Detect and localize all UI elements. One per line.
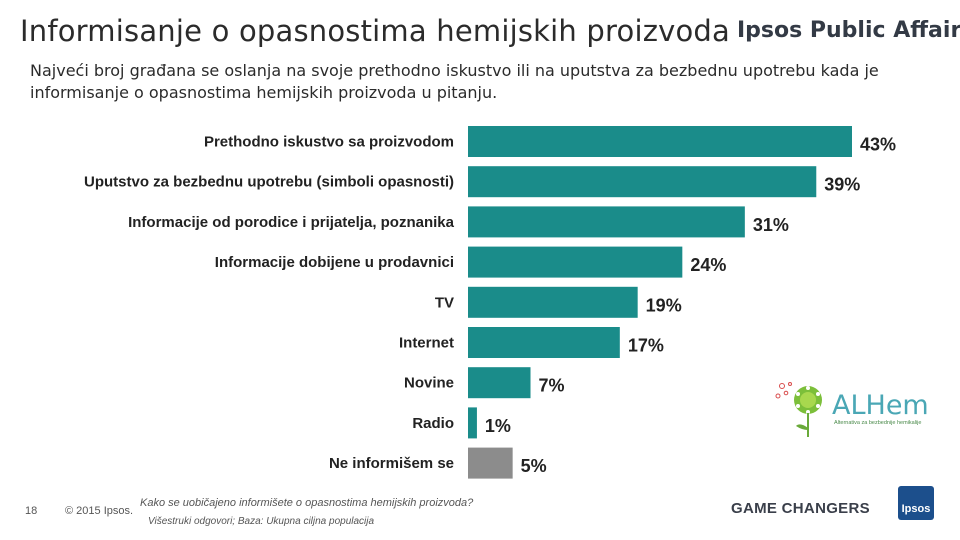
value-label-2: 31% (753, 215, 789, 235)
bar-0 (468, 126, 852, 157)
value-label-1: 39% (824, 175, 860, 195)
value-label-0: 43% (860, 135, 896, 155)
ipsos-logo: Ipsos (898, 486, 934, 520)
alhem-subtitle: Alternativa za bezbednije hemikalije (834, 420, 922, 426)
category-label-6: Novine (404, 375, 454, 392)
bar-6 (468, 367, 531, 399)
category-label-7: Radio (412, 415, 454, 432)
flower-icon (775, 382, 822, 437)
survey-base: Višestruki odgovori; Baza: Ukupna ciljna… (148, 516, 375, 527)
value-label-8: 5% (521, 456, 547, 476)
copyright: © 2015 Ipsos. (65, 505, 134, 517)
category-label-0: Prethodno iskustvo sa proizvodom (204, 134, 454, 151)
bar-1 (468, 166, 817, 198)
value-label-7: 1% (485, 416, 511, 436)
alhem-name: ALHem (832, 390, 929, 421)
bar-5 (468, 327, 620, 358)
tagline: GAME CHANGERS (731, 500, 870, 517)
bar-7 (468, 407, 477, 439)
category-label-8: Ne informišem se (329, 455, 454, 472)
alhem-logo (772, 378, 922, 440)
brand-logo: Ipsos Public Affairs (737, 18, 960, 43)
survey-question: Kako se uobičajeno informišete o opasnos… (140, 497, 474, 509)
value-label-6: 7% (539, 376, 565, 396)
value-label-4: 19% (646, 295, 682, 315)
category-label-1: Uputstvo za bezbednu upotrebu (simboli o… (84, 174, 454, 191)
bar-8 (468, 447, 513, 479)
category-label-4: TV (435, 294, 454, 311)
bar-3 (468, 246, 683, 278)
page-number: 18 (25, 505, 38, 517)
category-label-5: Internet (399, 335, 454, 352)
category-label-2: Informacije od porodice i prijatelja, po… (128, 214, 455, 231)
value-label-5: 17% (628, 336, 664, 356)
subtitle: Najveći broj građana se oslanja na svoje… (30, 61, 879, 102)
value-label-3: 24% (690, 255, 726, 275)
bar-2 (468, 206, 745, 238)
bar-4 (468, 286, 638, 318)
page-title: Informisanje o opasnostima hemijskih pro… (20, 14, 731, 48)
category-label-3: Informacije dobijene u prodavnici (215, 254, 454, 271)
